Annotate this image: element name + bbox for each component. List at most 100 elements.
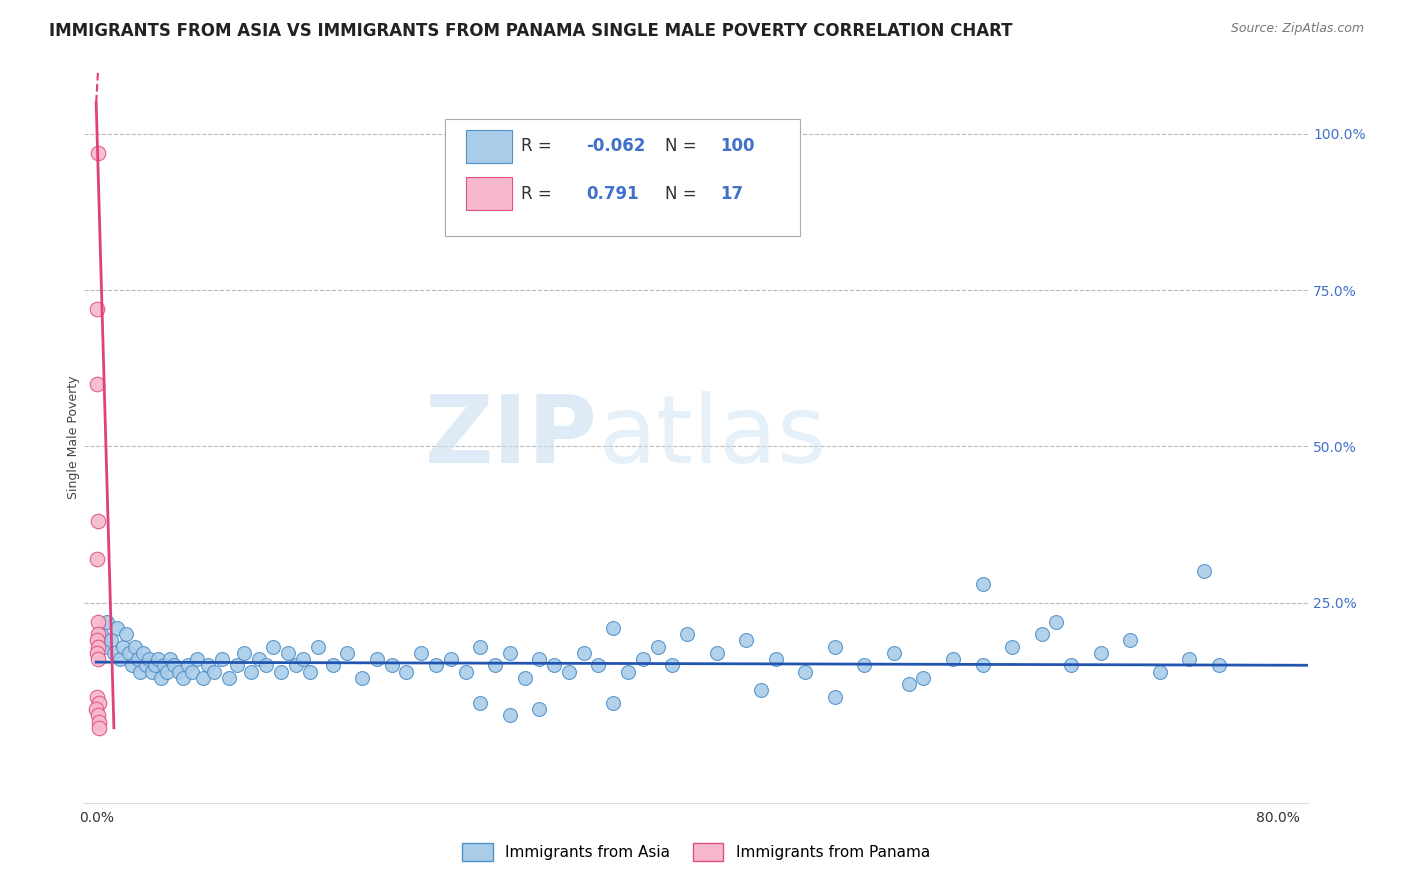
Point: [211, 652, 233, 666]
Point: [322, 658, 344, 673]
Point: [103, 646, 125, 660]
Point: [602, 621, 624, 635]
Point: [824, 640, 846, 654]
Point: [411, 646, 433, 660]
Point: [284, 658, 307, 673]
FancyBboxPatch shape: [446, 119, 800, 235]
Point: [617, 665, 640, 679]
Text: 100: 100: [720, 137, 755, 155]
Point: [163, 658, 186, 673]
Point: [883, 646, 905, 660]
Point: [499, 646, 522, 660]
Point: [270, 665, 292, 679]
Point: [352, 671, 374, 685]
Point: [129, 665, 152, 679]
Point: [912, 671, 935, 685]
Point: [1031, 627, 1053, 641]
Point: [148, 652, 170, 666]
Point: [111, 640, 134, 654]
Point: [240, 665, 263, 679]
Point: [87, 714, 110, 729]
Point: [172, 671, 194, 685]
Point: [484, 658, 506, 673]
Point: [262, 640, 284, 654]
Y-axis label: Single Male Poverty: Single Male Poverty: [66, 376, 80, 499]
Point: [1178, 652, 1201, 666]
Point: [661, 658, 683, 673]
Point: [572, 646, 595, 660]
Text: R =: R =: [522, 137, 557, 155]
Point: [1208, 658, 1230, 673]
Point: [100, 633, 122, 648]
Point: [181, 665, 204, 679]
Point: [96, 615, 118, 629]
Point: [794, 665, 817, 679]
Point: [93, 640, 115, 654]
Point: [454, 665, 477, 679]
Point: [86, 301, 108, 316]
Point: [87, 515, 110, 529]
Point: [197, 658, 219, 673]
Text: atlas: atlas: [598, 391, 827, 483]
Text: -0.062: -0.062: [586, 137, 645, 155]
Point: [824, 690, 846, 704]
Point: [499, 708, 522, 723]
Point: [186, 652, 208, 666]
Point: [114, 627, 136, 641]
Point: [299, 665, 322, 679]
Point: [191, 671, 214, 685]
Point: [425, 658, 447, 673]
Point: [529, 652, 551, 666]
Point: [706, 646, 728, 660]
Point: [543, 658, 565, 673]
Point: [153, 658, 176, 673]
Text: 17: 17: [720, 185, 744, 202]
Point: [86, 627, 108, 641]
Point: [1045, 615, 1067, 629]
Point: [87, 708, 110, 723]
Point: [86, 552, 108, 566]
Point: [167, 665, 190, 679]
Point: [90, 627, 112, 641]
Point: [277, 646, 299, 660]
Point: [218, 671, 240, 685]
Point: [631, 652, 654, 666]
Point: [588, 658, 610, 673]
FancyBboxPatch shape: [465, 130, 513, 163]
Point: [105, 621, 128, 635]
Point: [89, 721, 111, 735]
Point: [87, 615, 110, 629]
Point: [307, 640, 329, 654]
Point: [972, 658, 994, 673]
Point: [108, 652, 131, 666]
Text: Source: ZipAtlas.com: Source: ZipAtlas.com: [1230, 22, 1364, 36]
Point: [86, 633, 108, 648]
Point: [87, 696, 110, 710]
Point: [86, 145, 108, 160]
Point: [132, 646, 155, 660]
Point: [1192, 565, 1215, 579]
Point: [86, 702, 108, 716]
Point: [177, 658, 200, 673]
Point: [749, 683, 772, 698]
Text: N =: N =: [665, 137, 702, 155]
Point: [765, 652, 787, 666]
Text: IMMIGRANTS FROM ASIA VS IMMIGRANTS FROM PANAMA SINGLE MALE POVERTY CORRELATION C: IMMIGRANTS FROM ASIA VS IMMIGRANTS FROM …: [49, 22, 1012, 40]
Point: [1001, 640, 1024, 654]
Text: ZIP: ZIP: [425, 391, 598, 483]
Point: [366, 652, 388, 666]
Text: N =: N =: [665, 185, 702, 202]
Point: [558, 665, 581, 679]
Point: [336, 646, 359, 660]
Point: [529, 702, 551, 716]
Point: [1060, 658, 1083, 673]
Text: 0.791: 0.791: [586, 185, 638, 202]
Legend: Immigrants from Asia, Immigrants from Panama: Immigrants from Asia, Immigrants from Pa…: [463, 843, 929, 861]
Point: [1149, 665, 1171, 679]
Point: [381, 658, 404, 673]
Point: [395, 665, 418, 679]
Point: [124, 640, 146, 654]
FancyBboxPatch shape: [465, 178, 513, 211]
Point: [602, 696, 624, 710]
Point: [127, 652, 149, 666]
